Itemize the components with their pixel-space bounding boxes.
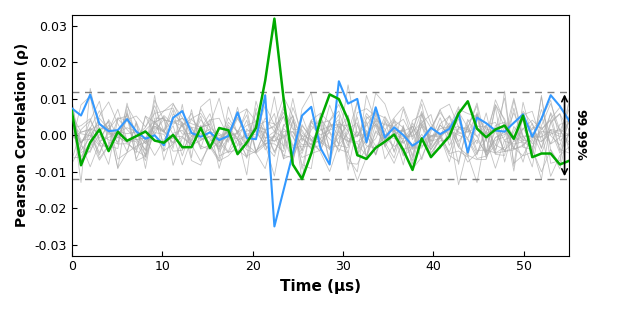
Y-axis label: Pearson Correlation (ρ): Pearson Correlation (ρ) — [15, 43, 29, 227]
Text: 99.99%: 99.99% — [573, 109, 587, 161]
X-axis label: Time (μs): Time (μs) — [280, 279, 361, 294]
